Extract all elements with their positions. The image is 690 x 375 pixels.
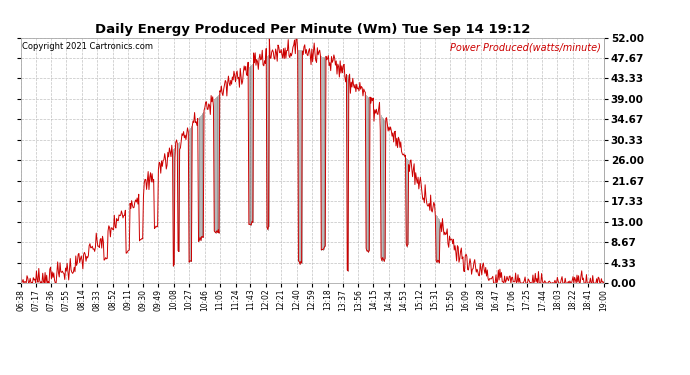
Text: Power Produced(watts/minute): Power Produced(watts/minute) bbox=[450, 42, 601, 52]
Title: Daily Energy Produced Per Minute (Wm) Tue Sep 14 19:12: Daily Energy Produced Per Minute (Wm) Tu… bbox=[95, 23, 530, 36]
Text: Copyright 2021 Cartronics.com: Copyright 2021 Cartronics.com bbox=[22, 42, 153, 51]
